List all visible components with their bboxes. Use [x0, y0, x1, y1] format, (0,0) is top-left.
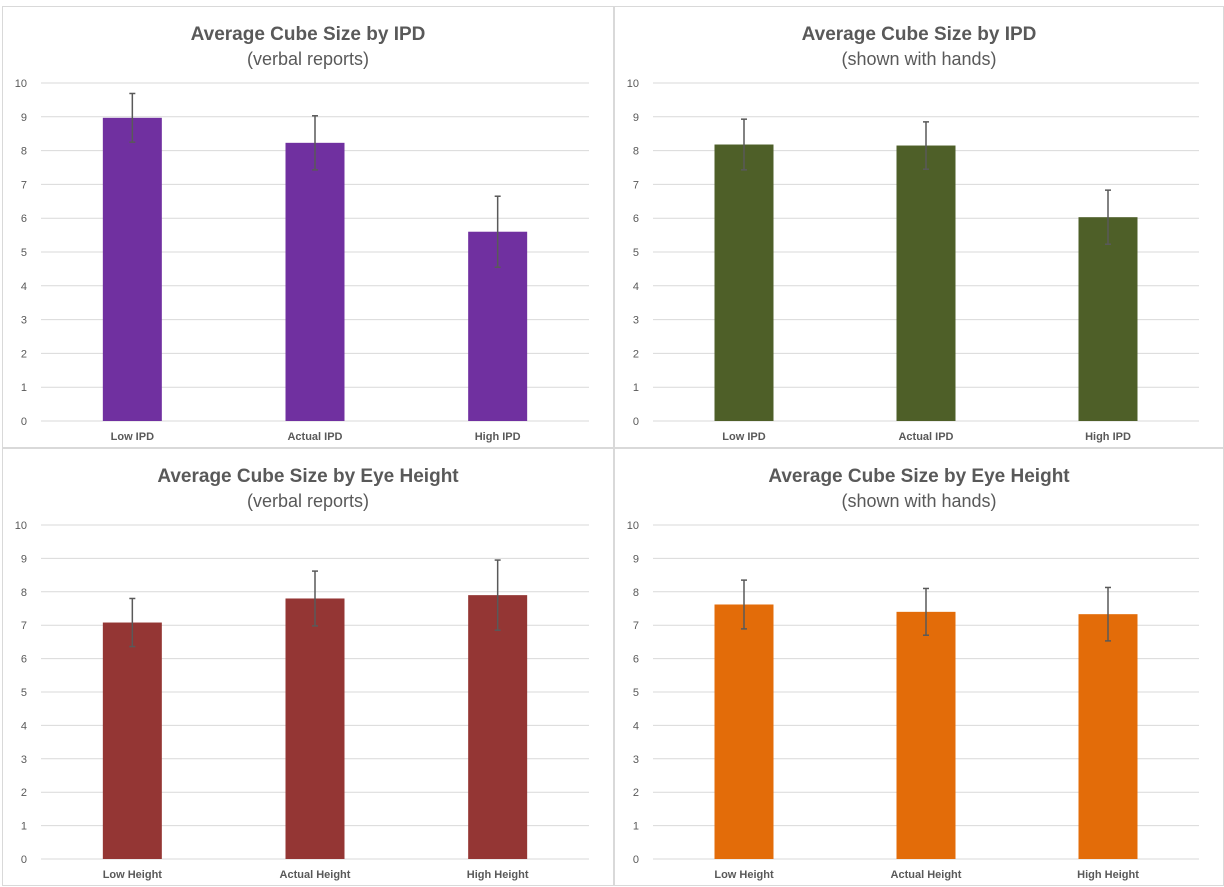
bar	[468, 595, 528, 859]
y-tick-label: 6	[633, 213, 639, 225]
chart-title: Average Cube Size by IPD	[190, 24, 426, 45]
y-tick-label: 6	[21, 654, 27, 666]
x-tick-label: High IPD	[1085, 431, 1131, 443]
y-tick-label: 9	[633, 112, 639, 124]
y-tick-label: 10	[15, 78, 27, 90]
chart-title: Average Cube Size by Eye Height	[768, 466, 1070, 487]
y-tick-label: 10	[627, 78, 639, 90]
bar	[102, 622, 162, 859]
error-bar	[741, 118, 747, 171]
chart-subtitle: (shown with hands)	[841, 49, 997, 69]
y-tick-label: 5	[633, 687, 639, 699]
bar	[285, 142, 345, 422]
error-bar	[494, 195, 501, 268]
x-tick-label: Low Height	[714, 869, 774, 881]
bar-chart: 0 1 2 3 4 5 6 7 8 9 10 Low Height Actual Height High …	[627, 520, 1199, 881]
y-tick-label: 1	[21, 382, 27, 394]
y-tick-label: 9	[633, 553, 639, 565]
y-tick-label: 5	[633, 247, 639, 259]
bar	[285, 598, 345, 859]
x-tick-label: High IPD	[475, 431, 521, 443]
x-tick-label: High Height	[1077, 869, 1139, 881]
bar	[896, 145, 956, 421]
x-tick-label: Actual Height	[891, 869, 962, 881]
y-tick-label: 0	[21, 854, 27, 866]
y-tick-label: 4	[633, 281, 639, 293]
y-tick-label: 8	[21, 587, 27, 599]
chart-panel-height-verbal: Average Cube Size by Eye Height (verbal …	[2, 448, 614, 886]
y-tick-label: 7	[21, 179, 27, 191]
y-tick-label: 1	[21, 821, 27, 833]
y-tick-label: 8	[633, 146, 639, 158]
y-tick-label: 7	[633, 620, 639, 632]
y-tick-label: 10	[15, 520, 27, 532]
y-tick-label: 9	[21, 112, 27, 124]
bar	[896, 611, 956, 859]
bar	[714, 144, 774, 422]
y-tick-label: 1	[633, 382, 639, 394]
y-tick-label: 5	[21, 687, 27, 699]
bar-chart: 0 1 2 3 4 5 6 7 8 9 10 Low IPD Actual IPD High IPD	[627, 78, 1199, 443]
y-tick-label: 7	[21, 620, 27, 632]
bar	[1078, 614, 1138, 859]
error-bar	[923, 587, 929, 636]
error-bar	[312, 115, 318, 171]
y-tick-label: 2	[633, 787, 639, 799]
error-bar	[741, 579, 747, 630]
x-tick-label: Actual IPD	[287, 431, 342, 443]
chart-title: Average Cube Size by Eye Height	[157, 466, 459, 487]
x-tick-label: Low IPD	[111, 431, 154, 443]
y-tick-label: 3	[633, 315, 639, 327]
chart-subtitle: (shown with hands)	[841, 491, 997, 511]
chart-subtitle: (verbal reports)	[246, 491, 370, 511]
x-tick-label: Low Height	[103, 869, 163, 881]
y-tick-label: 6	[21, 213, 27, 225]
y-tick-label: 2	[21, 348, 27, 360]
bar	[714, 604, 774, 859]
error-bar	[1105, 189, 1111, 245]
chart-panel-ipd-hands: Average Cube Size by IPD (shown with han…	[614, 6, 1224, 448]
y-tick-label: 7	[633, 179, 639, 191]
y-tick-label: 2	[633, 348, 639, 360]
bar-chart: 0 1 2 3 4 5 6 7 8 9 10 Low Height Actual Height High …	[15, 520, 589, 881]
chart-title: Average Cube Size by IPD	[801, 24, 1037, 45]
error-bar	[1105, 586, 1111, 642]
error-bar	[129, 92, 136, 143]
bar	[1078, 217, 1138, 421]
y-tick-label: 0	[21, 416, 27, 428]
x-tick-label: Low IPD	[722, 431, 765, 443]
y-tick-label: 5	[21, 247, 27, 259]
error-bar	[494, 559, 501, 631]
bar	[102, 117, 162, 422]
y-tick-label: 0	[633, 854, 639, 866]
y-tick-label: 10	[627, 520, 639, 532]
y-tick-label: 4	[21, 720, 27, 732]
error-bar	[923, 121, 929, 170]
bar-chart: 0 1 2 3 4 5 6 7 8 9 10 Low IPD Actual IPD High IPD	[15, 78, 589, 443]
chart-subtitle: (verbal reports)	[246, 49, 370, 69]
y-tick-label: 1	[633, 821, 639, 833]
x-tick-label: Actual IPD	[898, 431, 953, 443]
y-tick-label: 4	[21, 281, 27, 293]
y-tick-label: 3	[633, 754, 639, 766]
y-tick-label: 3	[21, 315, 27, 327]
y-tick-label: 2	[21, 787, 27, 799]
x-tick-label: High Height	[467, 869, 529, 881]
chart-panel-ipd-verbal: Average Cube Size by IPD (verbal reports…	[2, 6, 614, 448]
y-tick-label: 9	[21, 553, 27, 565]
chart-panel-height-hands: Average Cube Size by Eye Height (shown w…	[614, 448, 1224, 886]
y-tick-label: 0	[633, 416, 639, 428]
y-tick-label: 6	[633, 654, 639, 666]
error-bar	[312, 570, 318, 627]
x-tick-label: Actual Height	[280, 869, 351, 881]
y-tick-label: 3	[21, 754, 27, 766]
error-bar	[129, 597, 136, 648]
y-tick-label: 8	[633, 587, 639, 599]
y-tick-label: 8	[21, 146, 27, 158]
y-tick-label: 4	[633, 720, 639, 732]
